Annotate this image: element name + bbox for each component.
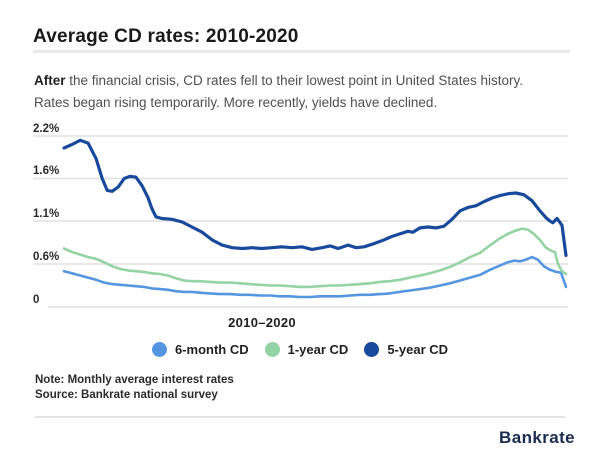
- source-text: Source: Bankrate national survey: [35, 389, 218, 401]
- legend-item-5-year-cd: 5-year CD: [364, 342, 448, 357]
- description-body: the financial crisis, CD rates fell to t…: [34, 73, 523, 110]
- ytick-0: 0: [33, 294, 40, 306]
- ytick-0-6: 0.6%: [33, 251, 60, 263]
- legend-item-1-year-cd: 1-year CD: [264, 342, 349, 357]
- series-line-6-month-cd: [62, 255, 568, 299]
- chart-legend: 6-month CD 1-year CD 5-year CD: [0, 342, 600, 357]
- description: After the financial crisis, CD rates fel…: [34, 70, 556, 114]
- description-lead: After: [34, 73, 66, 88]
- ytick-1-6: 1.6%: [33, 165, 60, 177]
- legend-label-5-year: 5-year CD: [387, 342, 449, 357]
- title-divider: [33, 50, 570, 53]
- page-title: Average CD rates: 2010-2020: [33, 26, 299, 47]
- legend-label-6-month: 6-month CD: [174, 342, 249, 357]
- x-axis-label: 2010–2020: [228, 315, 296, 330]
- series-line-1-year-cd: [62, 227, 568, 289]
- bankrate-logo: Bankrate: [499, 428, 575, 447]
- legend-label-1-year: 1-year CD: [287, 342, 349, 357]
- legend-dot-6-month-icon: [151, 342, 167, 357]
- legend-item-6-month-cd: 6-month CD: [151, 342, 249, 357]
- ytick-2-2: 2.2%: [33, 123, 60, 135]
- legend-dot-5-year-icon: [364, 342, 380, 357]
- ytick-1-1: 1.1%: [33, 208, 60, 220]
- cd-rates-line-chart: [33, 135, 568, 308]
- series-line-5-year-cd: [62, 138, 568, 257]
- footer-divider: [35, 416, 565, 418]
- legend-dot-1-year-icon: [264, 342, 280, 357]
- note-text: Note: Monthly average interest rates: [35, 374, 234, 386]
- series-layer: [62, 138, 568, 299]
